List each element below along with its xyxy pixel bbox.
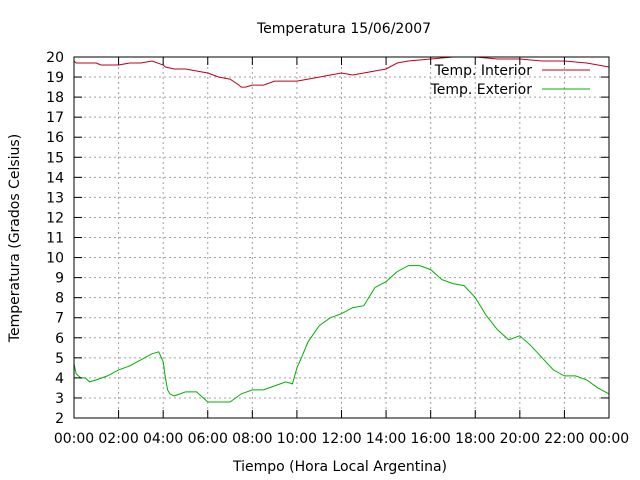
y-tick-label: 19 [46,70,64,86]
y-tick-label: 12 [46,210,64,226]
x-tick-label: 14:00 [366,431,406,447]
y-tick-label: 7 [55,311,64,327]
y-tick-label: 6 [55,331,64,347]
y-tick-label: 17 [46,110,64,126]
tick-layer [73,56,610,419]
legend-label-exterior: Temp. Exterior [430,82,533,98]
y-tick-label: 9 [55,271,64,287]
y-tick-label: 20 [46,50,64,66]
x-tick-label: 12:00 [321,431,361,447]
x-tick-label: 18:00 [455,431,495,447]
legend: Temp. Interior Temp. Exterior [430,63,590,98]
y-tick-label: 11 [46,231,64,247]
y-tick-label: 18 [46,90,64,106]
y-tick-label: 10 [46,251,64,267]
y-tick-label: 14 [46,170,64,186]
y-tick-label: 13 [46,190,64,206]
chart-title: Temperatura 15/06/2007 [256,21,431,37]
y-axis-label: Temperatura (Grados Celsius) [7,134,23,343]
y-tick-label: 5 [55,351,64,367]
x-tick-label: 22:00 [544,431,584,447]
y-tick-label: 4 [55,371,64,387]
y-tick-label: 16 [46,130,64,146]
y-tick-label: 8 [55,291,64,307]
x-tick-label: 10:00 [277,431,317,447]
y-tick-label: 2 [55,411,64,427]
x-tick-label: 20:00 [500,431,540,447]
grid-layer [74,57,609,418]
x-tick-label: 04:00 [143,431,183,447]
legend-label-interior: Temp. Interior [434,63,533,79]
series-line-exterior [73,265,610,403]
x-tick-label: 02:00 [98,431,138,447]
x-tick-label: 06:00 [188,431,228,447]
x-tick-label: 00:00 [54,431,94,447]
x-axis-label: Tiempo (Hora Local Argentina) [232,459,447,475]
x-tick-label: 16:00 [410,431,450,447]
y-tick-label: 15 [46,150,64,166]
y-tick-label: 3 [55,391,64,407]
x-tick-label: 00:00 [589,431,629,447]
x-tick-label: 08:00 [232,431,272,447]
